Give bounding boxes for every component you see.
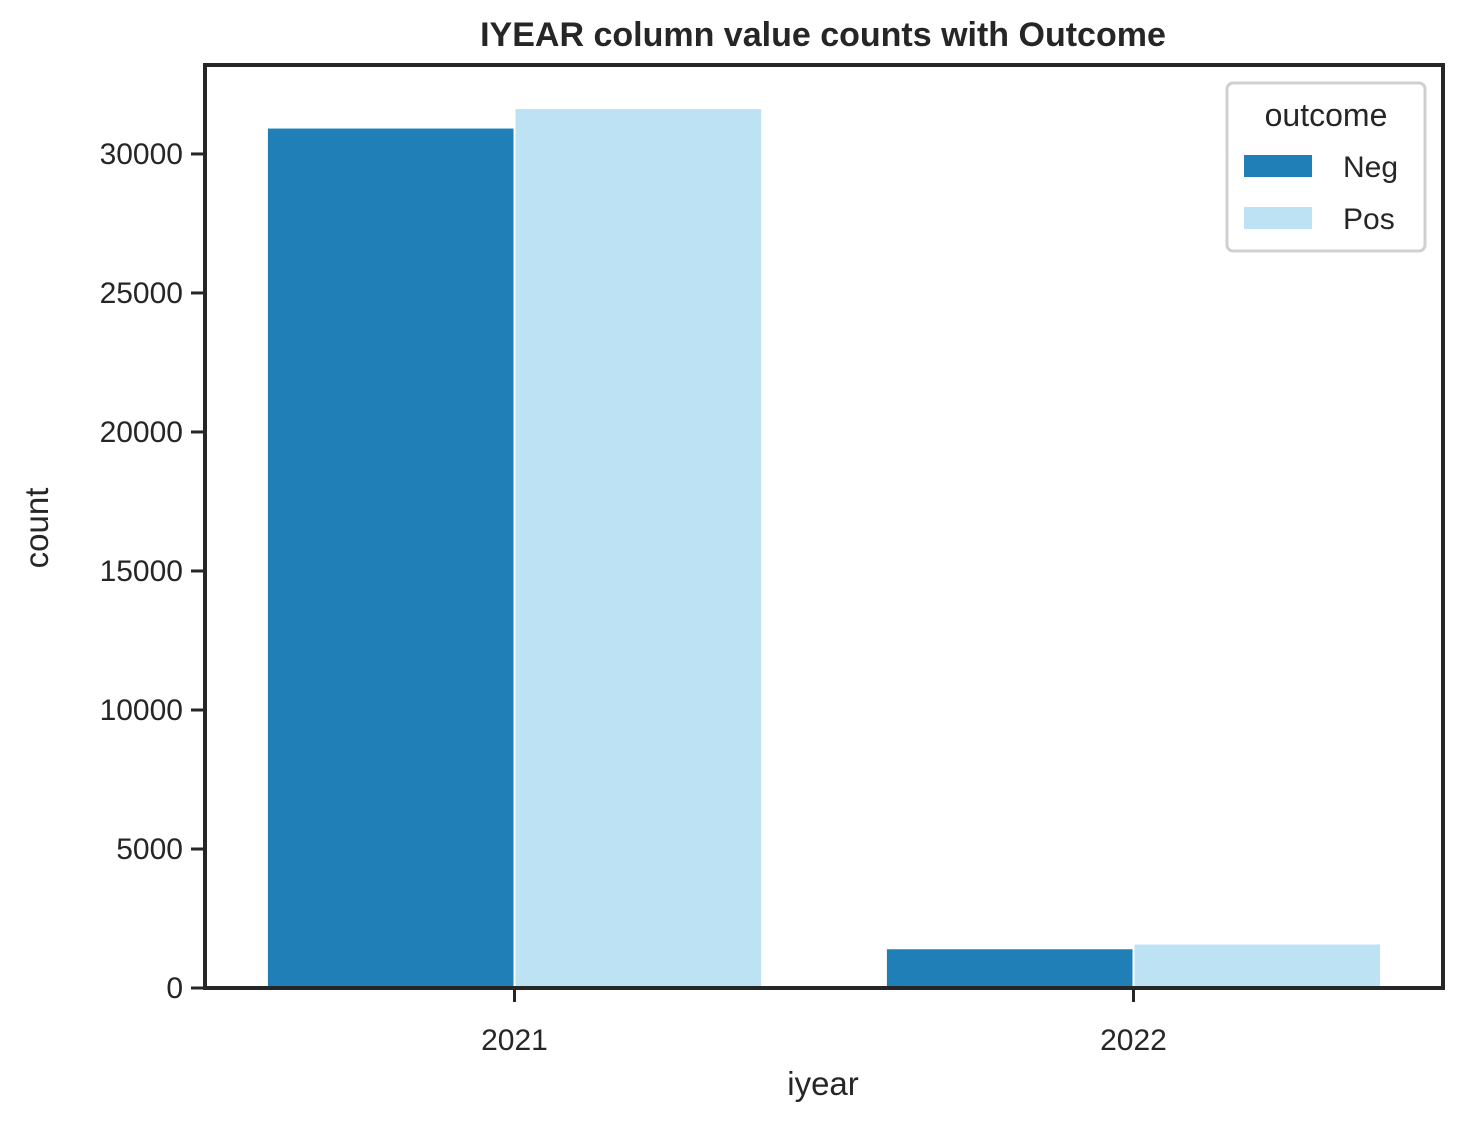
bar-pos-2021 [513,107,764,990]
y-tick-label: 0 [166,972,183,1005]
legend-label-pos: Pos [1343,203,1395,236]
chart-title: IYEAR column value counts with Outcome [480,16,1166,54]
bar-neg-2022 [884,947,1135,989]
x-axis-label: iyear [787,1065,859,1102]
y-tick-label: 5000 [116,833,183,866]
y-axis-label: count [18,488,55,569]
bar-pos-2022 [1132,942,1383,989]
y-tick-label: 20000 [100,416,183,449]
legend-label-neg: Neg [1343,151,1398,184]
x-tick-label: 2021 [481,1024,548,1057]
y-tick-label: 15000 [100,555,183,588]
legend-swatch-neg [1244,155,1312,177]
legend-title: outcome [1265,97,1388,133]
y-tick-label: 10000 [100,694,183,727]
y-axis: 0 5000 10000 15000 20000 25000 30000 [100,138,205,1005]
legend-items: Neg Pos [1244,151,1398,236]
bars-group [265,107,1383,990]
y-tick-label: 25000 [100,277,183,310]
x-tick-label: 2022 [1100,1024,1167,1057]
bar-neg-2021 [265,126,516,989]
plot-frame [203,63,1445,990]
legend-swatch-pos [1244,207,1312,229]
legend: outcome Neg Pos [1225,81,1427,253]
x-axis: 2021 2022 [481,988,1167,1057]
y-tick-label: 30000 [100,138,183,171]
